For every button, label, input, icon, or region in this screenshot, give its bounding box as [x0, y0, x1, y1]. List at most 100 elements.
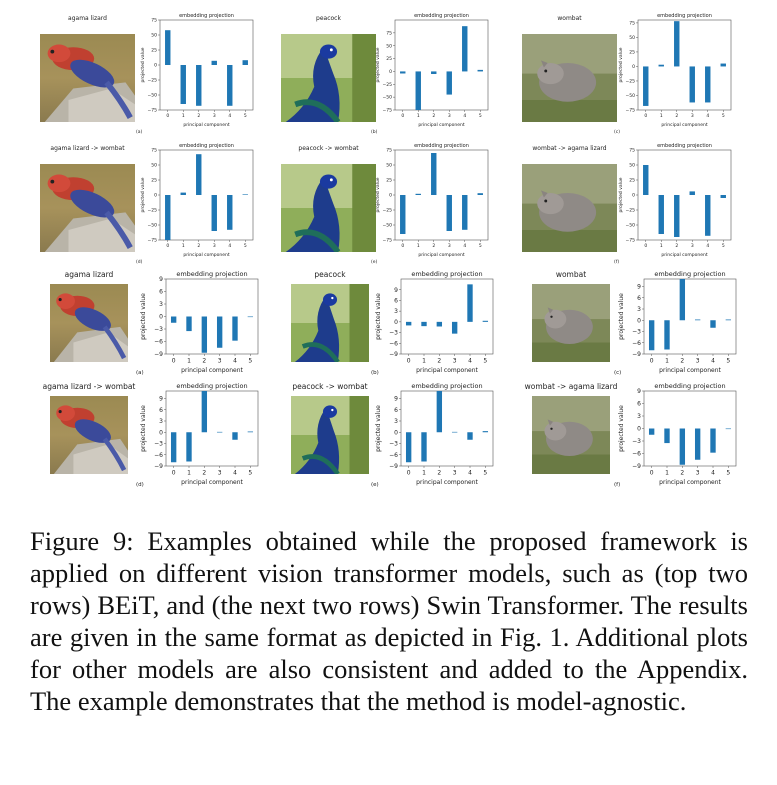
x-tick-label: 1 — [422, 470, 426, 477]
bar — [674, 195, 680, 237]
chart-title: embedding projection — [414, 13, 469, 19]
panel-letter: (b) — [371, 370, 379, 376]
y-tick-label: 0 — [159, 314, 163, 321]
y-tick-label: −3 — [389, 330, 398, 337]
y-tick-label: 6 — [394, 298, 398, 305]
y-axis-label: projected value — [618, 293, 625, 340]
y-tick-label: 9 — [394, 287, 398, 294]
lizard-photo — [50, 284, 128, 362]
bar — [643, 66, 649, 106]
embedding-projection-chart: embedding projection 0 1 2 3 4 5 −75 −50 −25 0 25 50… — [618, 10, 734, 128]
y-tick-label: 0 — [154, 193, 157, 199]
embedding-projection-chart: embedding projection 0 1 2 3 4 5 −9 −6 −3 0 3 6 9 prin… — [140, 380, 262, 486]
panel-letter: (b) — [371, 130, 378, 135]
y-tick-label: 25 — [151, 48, 157, 54]
bar — [720, 195, 726, 198]
x-axis-label: principal component — [416, 479, 478, 486]
figure-row: agama lizard embedding projection 0 1 2 3 4 5 −9… — [0, 268, 777, 378]
peacock-photo — [281, 164, 376, 252]
bar — [170, 432, 177, 463]
y-tick-label: −6 — [632, 451, 641, 458]
photo-title: peacock — [314, 270, 346, 279]
y-tick-label: 75 — [629, 148, 635, 154]
x-tick-label: 2 — [437, 358, 441, 365]
y-axis-label: projected value — [618, 405, 625, 452]
y-tick-label: −50 — [383, 95, 393, 101]
bar — [216, 431, 223, 433]
x-tick-label: 2 — [675, 113, 678, 119]
plot-frame — [165, 390, 259, 467]
plot-frame — [643, 390, 737, 467]
chart-title: embedding projection — [411, 382, 482, 390]
bar — [477, 69, 483, 72]
bar — [446, 195, 452, 231]
bar — [648, 320, 655, 351]
y-tick-label: 25 — [151, 178, 157, 184]
peacock-photo — [291, 396, 369, 474]
y-axis-label: projected value — [618, 177, 624, 212]
y-tick-label: 0 — [632, 193, 635, 199]
y-axis-label: projected value — [375, 293, 382, 340]
chart-title: embedding projection — [176, 382, 247, 390]
bar — [400, 71, 406, 74]
x-tick-label: 2 — [437, 470, 441, 477]
lizard-photo — [40, 164, 135, 252]
chart-title: embedding projection — [657, 13, 712, 19]
bar — [705, 66, 711, 103]
y-tick-label: −25 — [626, 208, 636, 214]
y-tick-label: −9 — [632, 463, 641, 470]
y-tick-label: −9 — [389, 463, 398, 470]
bar — [415, 71, 421, 110]
bar — [186, 316, 192, 332]
plot-frame — [400, 278, 494, 355]
bar — [196, 154, 202, 195]
x-tick-label: 4 — [228, 243, 231, 249]
plot-frame — [159, 19, 254, 111]
chart-title: embedding projection — [411, 270, 482, 278]
y-tick-label: 25 — [386, 178, 392, 184]
panel-letter: (c) — [614, 130, 620, 135]
bar — [415, 193, 421, 195]
x-tick-label: 3 — [213, 113, 216, 119]
bar — [201, 391, 208, 433]
plot-frame — [643, 278, 737, 355]
bar — [196, 65, 202, 106]
bar-chart-svg: embedding projection 0 1 2 3 4 5 −9 −6 −3 0 3 6 9 prin… — [140, 270, 259, 374]
x-tick-label: 5 — [483, 358, 487, 365]
peacock-photo — [291, 284, 369, 362]
y-tick-label: 9 — [637, 284, 641, 291]
x-tick-label: 2 — [680, 358, 684, 365]
x-tick-label: 3 — [213, 243, 216, 249]
x-tick-label: 2 — [432, 113, 435, 119]
bar — [431, 153, 437, 195]
figure-row: agama lizard embedding projection 0 1 2 3 4 5 −7… — [0, 10, 777, 138]
x-tick-label: 0 — [166, 113, 169, 119]
y-axis-label: projected value — [618, 47, 624, 82]
y-tick-label: 9 — [394, 396, 398, 403]
embedding-projection-chart: embedding projection 0 1 2 3 4 5 −75 −50 −25 0 25 50… — [140, 140, 256, 258]
x-tick-label: 1 — [187, 470, 191, 477]
bar — [694, 319, 701, 321]
panel-letter: (a) — [136, 370, 144, 376]
plot-frame — [394, 149, 489, 241]
x-tick-label: 5 — [726, 358, 730, 365]
y-tick-label: 50 — [629, 163, 635, 169]
y-tick-label: 25 — [629, 50, 635, 56]
chart-title: embedding projection — [414, 143, 469, 149]
y-tick-label: −50 — [148, 93, 158, 99]
embedding-projection-chart: embedding projection 0 1 2 3 4 5 −9 −6 −3 0 3 6 9 prin… — [140, 268, 262, 374]
bar — [477, 193, 483, 195]
y-tick-label: −3 — [154, 326, 163, 333]
x-tick-label: 4 — [468, 470, 472, 477]
photo-title: agama lizard -> wombat — [50, 145, 125, 152]
bar-chart-svg: embedding projection 0 1 2 3 4 5 −75 −50 −25 0 25 50… — [375, 13, 489, 128]
x-axis-label: principal component — [659, 367, 721, 374]
y-tick-label: −3 — [154, 441, 163, 448]
x-tick-label: 4 — [711, 470, 715, 477]
bar — [664, 320, 670, 350]
bar — [679, 279, 686, 321]
bar — [216, 316, 223, 348]
bar — [467, 284, 473, 322]
y-tick-label: −75 — [383, 108, 393, 114]
x-tick-label: 0 — [644, 243, 647, 249]
